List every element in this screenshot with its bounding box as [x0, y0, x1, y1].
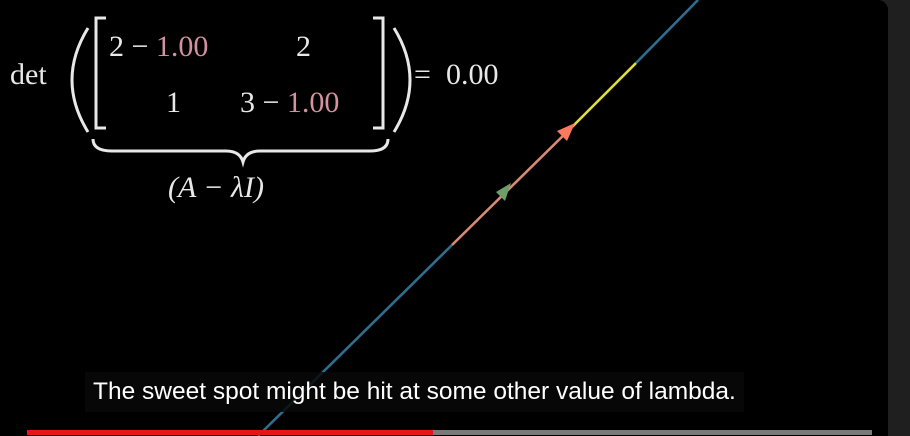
right-bracket: [373, 16, 385, 130]
matrix-a22: 3 − 1.00: [240, 86, 339, 119]
left-paren: [70, 27, 90, 133]
line-upper-segment: [635, 0, 699, 64]
video-frame[interactable]: det 2 − 1.00 2 1 3 − 1.00 = 0.00 (A − λI…: [0, 0, 888, 436]
green-vector-arrowhead: [496, 183, 511, 201]
caption-text: The sweet spot might be hit at some othe…: [93, 378, 736, 405]
matrix-a11-lambda: 1.00: [156, 30, 209, 63]
matrix-a21: 1: [166, 86, 181, 119]
left-bracket: [94, 16, 106, 130]
line-orange-segment: [451, 126, 573, 246]
matrix-a22-lambda: 1.00: [287, 86, 340, 119]
caption-box: The sweet spot might be hit at some othe…: [85, 372, 744, 412]
progress-bar[interactable]: [27, 430, 872, 435]
right-paren: [392, 27, 412, 133]
video-scene: det 2 − 1.00 2 1 3 − 1.00 = 0.00 (A − λI…: [10, 0, 699, 436]
matrix-a12: 2: [296, 30, 311, 63]
determinant-result: 0.00: [446, 58, 499, 91]
progress-bar-played: [27, 430, 433, 435]
orange-vector-arrowhead: [557, 123, 575, 141]
det-operator: det: [10, 58, 47, 91]
equals-sign: =: [414, 58, 431, 91]
underbrace-label: (A − λI): [168, 171, 264, 204]
matrix-a22-base: 3 −: [240, 86, 279, 119]
matrix-a11-base: 2 −: [109, 30, 148, 63]
matrix-a11: 2 − 1.00: [109, 30, 208, 63]
underbrace: [91, 138, 390, 168]
line-yellow-segment: [571, 62, 637, 128]
